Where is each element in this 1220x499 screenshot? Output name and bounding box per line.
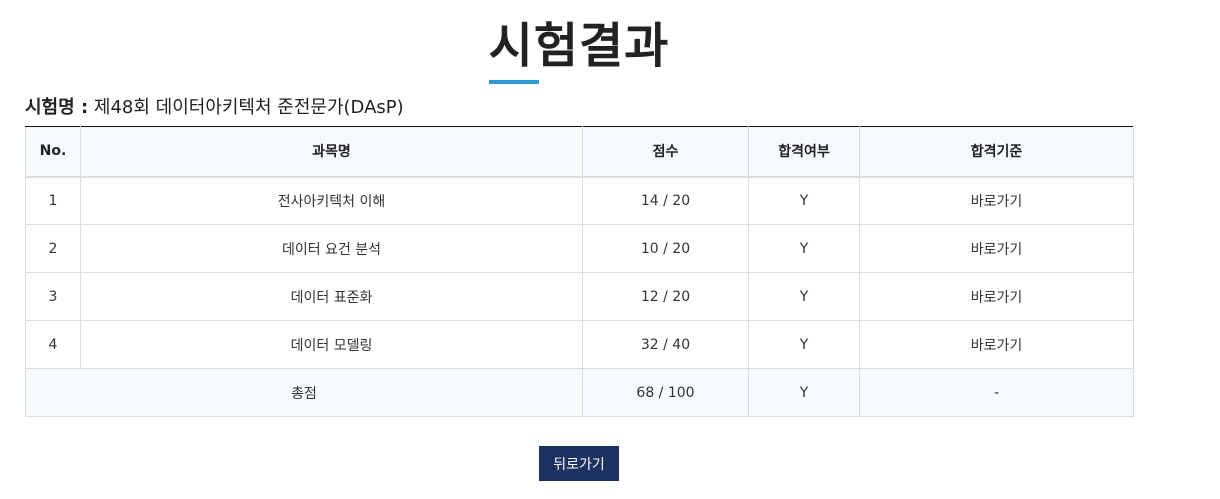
row-score: 12 / 20 — [582, 272, 749, 321]
result-table: No. 과목명 점수 합격여부 합격기준 1 전사아키텍처 이해 14 / 20… — [25, 126, 1134, 417]
row-pass: Y — [748, 224, 860, 273]
criteria-link[interactable]: 바로가기 — [859, 272, 1134, 321]
row-pass: Y — [748, 176, 860, 225]
page-title-wrap: 시험결과 — [0, 14, 1158, 84]
total-criteria: - — [859, 368, 1134, 417]
header-subject: 과목명 — [80, 126, 583, 178]
header-criteria: 합격기준 — [859, 126, 1134, 178]
table-row: 3 데이터 표준화 12 / 20 Y 바로가기 — [25, 272, 1134, 321]
table-row: 1 전사아키텍처 이해 14 / 20 Y 바로가기 — [25, 176, 1134, 225]
row-no: 4 — [25, 320, 81, 369]
row-score: 32 / 40 — [582, 320, 749, 369]
table-row: 2 데이터 요건 분석 10 / 20 Y 바로가기 — [25, 224, 1134, 273]
row-no: 3 — [25, 272, 81, 321]
page-title: 시험결과 — [488, 14, 670, 84]
row-score: 10 / 20 — [582, 224, 749, 273]
table-row: 4 데이터 모델링 32 / 40 Y 바로가기 — [25, 320, 1134, 369]
total-pass: Y — [748, 368, 860, 417]
page-title-text: 시험결과 — [488, 18, 670, 74]
row-score: 14 / 20 — [582, 176, 749, 225]
exam-name-value: 제48회 데이터아키텍처 준전문가(DAsP) — [93, 97, 404, 118]
row-subject: 데이터 모델링 — [80, 320, 583, 369]
criteria-link[interactable]: 바로가기 — [859, 224, 1134, 273]
header-pass: 합격여부 — [748, 126, 860, 178]
row-subject: 데이터 요건 분석 — [80, 224, 583, 273]
total-row: 총점 68 / 100 Y - — [25, 368, 1134, 417]
row-subject: 전사아키텍처 이해 — [80, 176, 583, 225]
row-subject: 데이터 표준화 — [80, 272, 583, 321]
exam-name: 시험명 : 제48회 데이터아키텍처 준전문가(DAsP) — [25, 95, 404, 121]
header-no: No. — [25, 126, 81, 178]
row-pass: Y — [748, 272, 860, 321]
total-label: 총점 — [25, 368, 583, 417]
exam-name-label: 시험명 : — [25, 97, 89, 118]
criteria-link[interactable]: 바로가기 — [859, 320, 1134, 369]
row-no: 2 — [25, 224, 81, 273]
row-pass: Y — [748, 320, 860, 369]
title-underline — [488, 80, 539, 84]
total-score: 68 / 100 — [582, 368, 749, 417]
back-button[interactable]: 뒤로가기 — [539, 446, 619, 481]
row-no: 1 — [25, 176, 81, 225]
table-header-row: No. 과목명 점수 합격여부 합격기준 — [25, 126, 1134, 178]
header-score: 점수 — [582, 126, 749, 178]
criteria-link[interactable]: 바로가기 — [859, 176, 1134, 225]
